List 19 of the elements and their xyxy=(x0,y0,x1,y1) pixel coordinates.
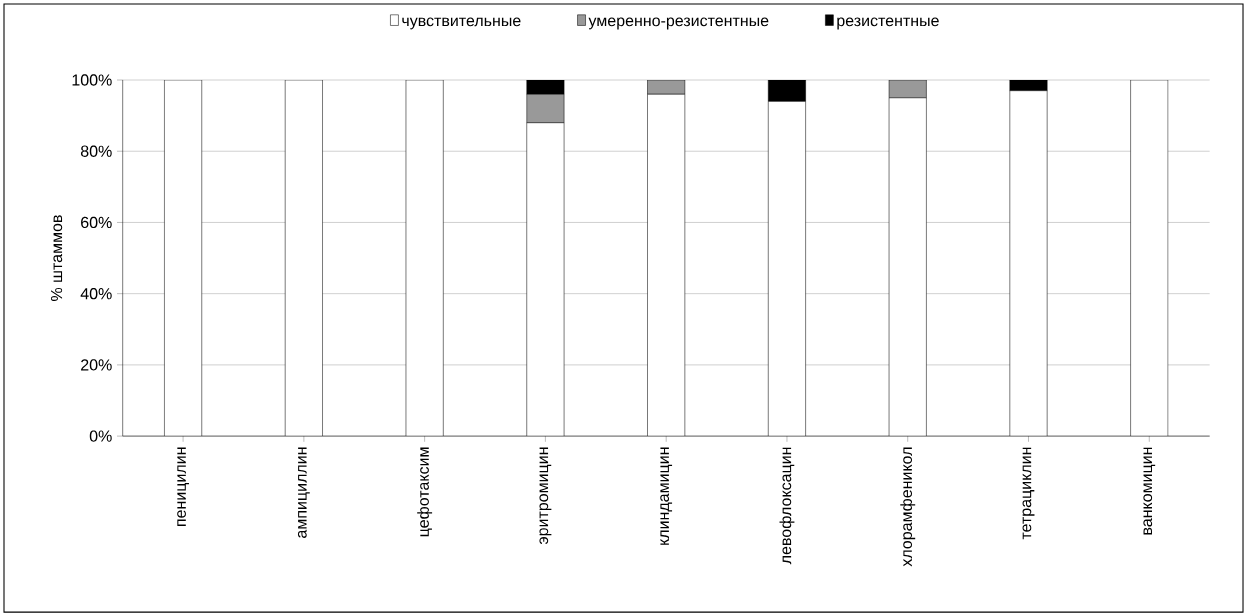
y-tick-label: 40% xyxy=(80,287,112,300)
y-tick-label: 100% xyxy=(72,74,112,86)
x-tick-label: клиндамицин xyxy=(660,447,673,545)
y-axis-title: % штаммов xyxy=(50,215,63,301)
x-tick-label: эритромицин xyxy=(539,447,552,545)
x-tick-label: левофлоксацин xyxy=(779,447,795,565)
y-tick-label: 0% xyxy=(89,430,112,442)
x-tick-label: хлорамфеникол xyxy=(900,447,916,567)
legend-label: чувствительные xyxy=(402,17,521,30)
x-tick-label: пеницилин xyxy=(177,447,189,526)
x-tick-label: ампициллин xyxy=(297,447,310,538)
y-tick-label: 80% xyxy=(80,145,112,157)
x-tick-label: тетрациклин xyxy=(1022,447,1035,540)
x-tick-label: цефотаксим xyxy=(417,447,433,537)
legend-label: умеренно-резистентные xyxy=(588,17,769,30)
legend-label: резистентные xyxy=(837,17,939,30)
y-tick-label: 20% xyxy=(81,359,112,371)
x-tick-label: ванкомицин xyxy=(1143,447,1156,535)
y-tick-label: 60% xyxy=(81,216,112,229)
